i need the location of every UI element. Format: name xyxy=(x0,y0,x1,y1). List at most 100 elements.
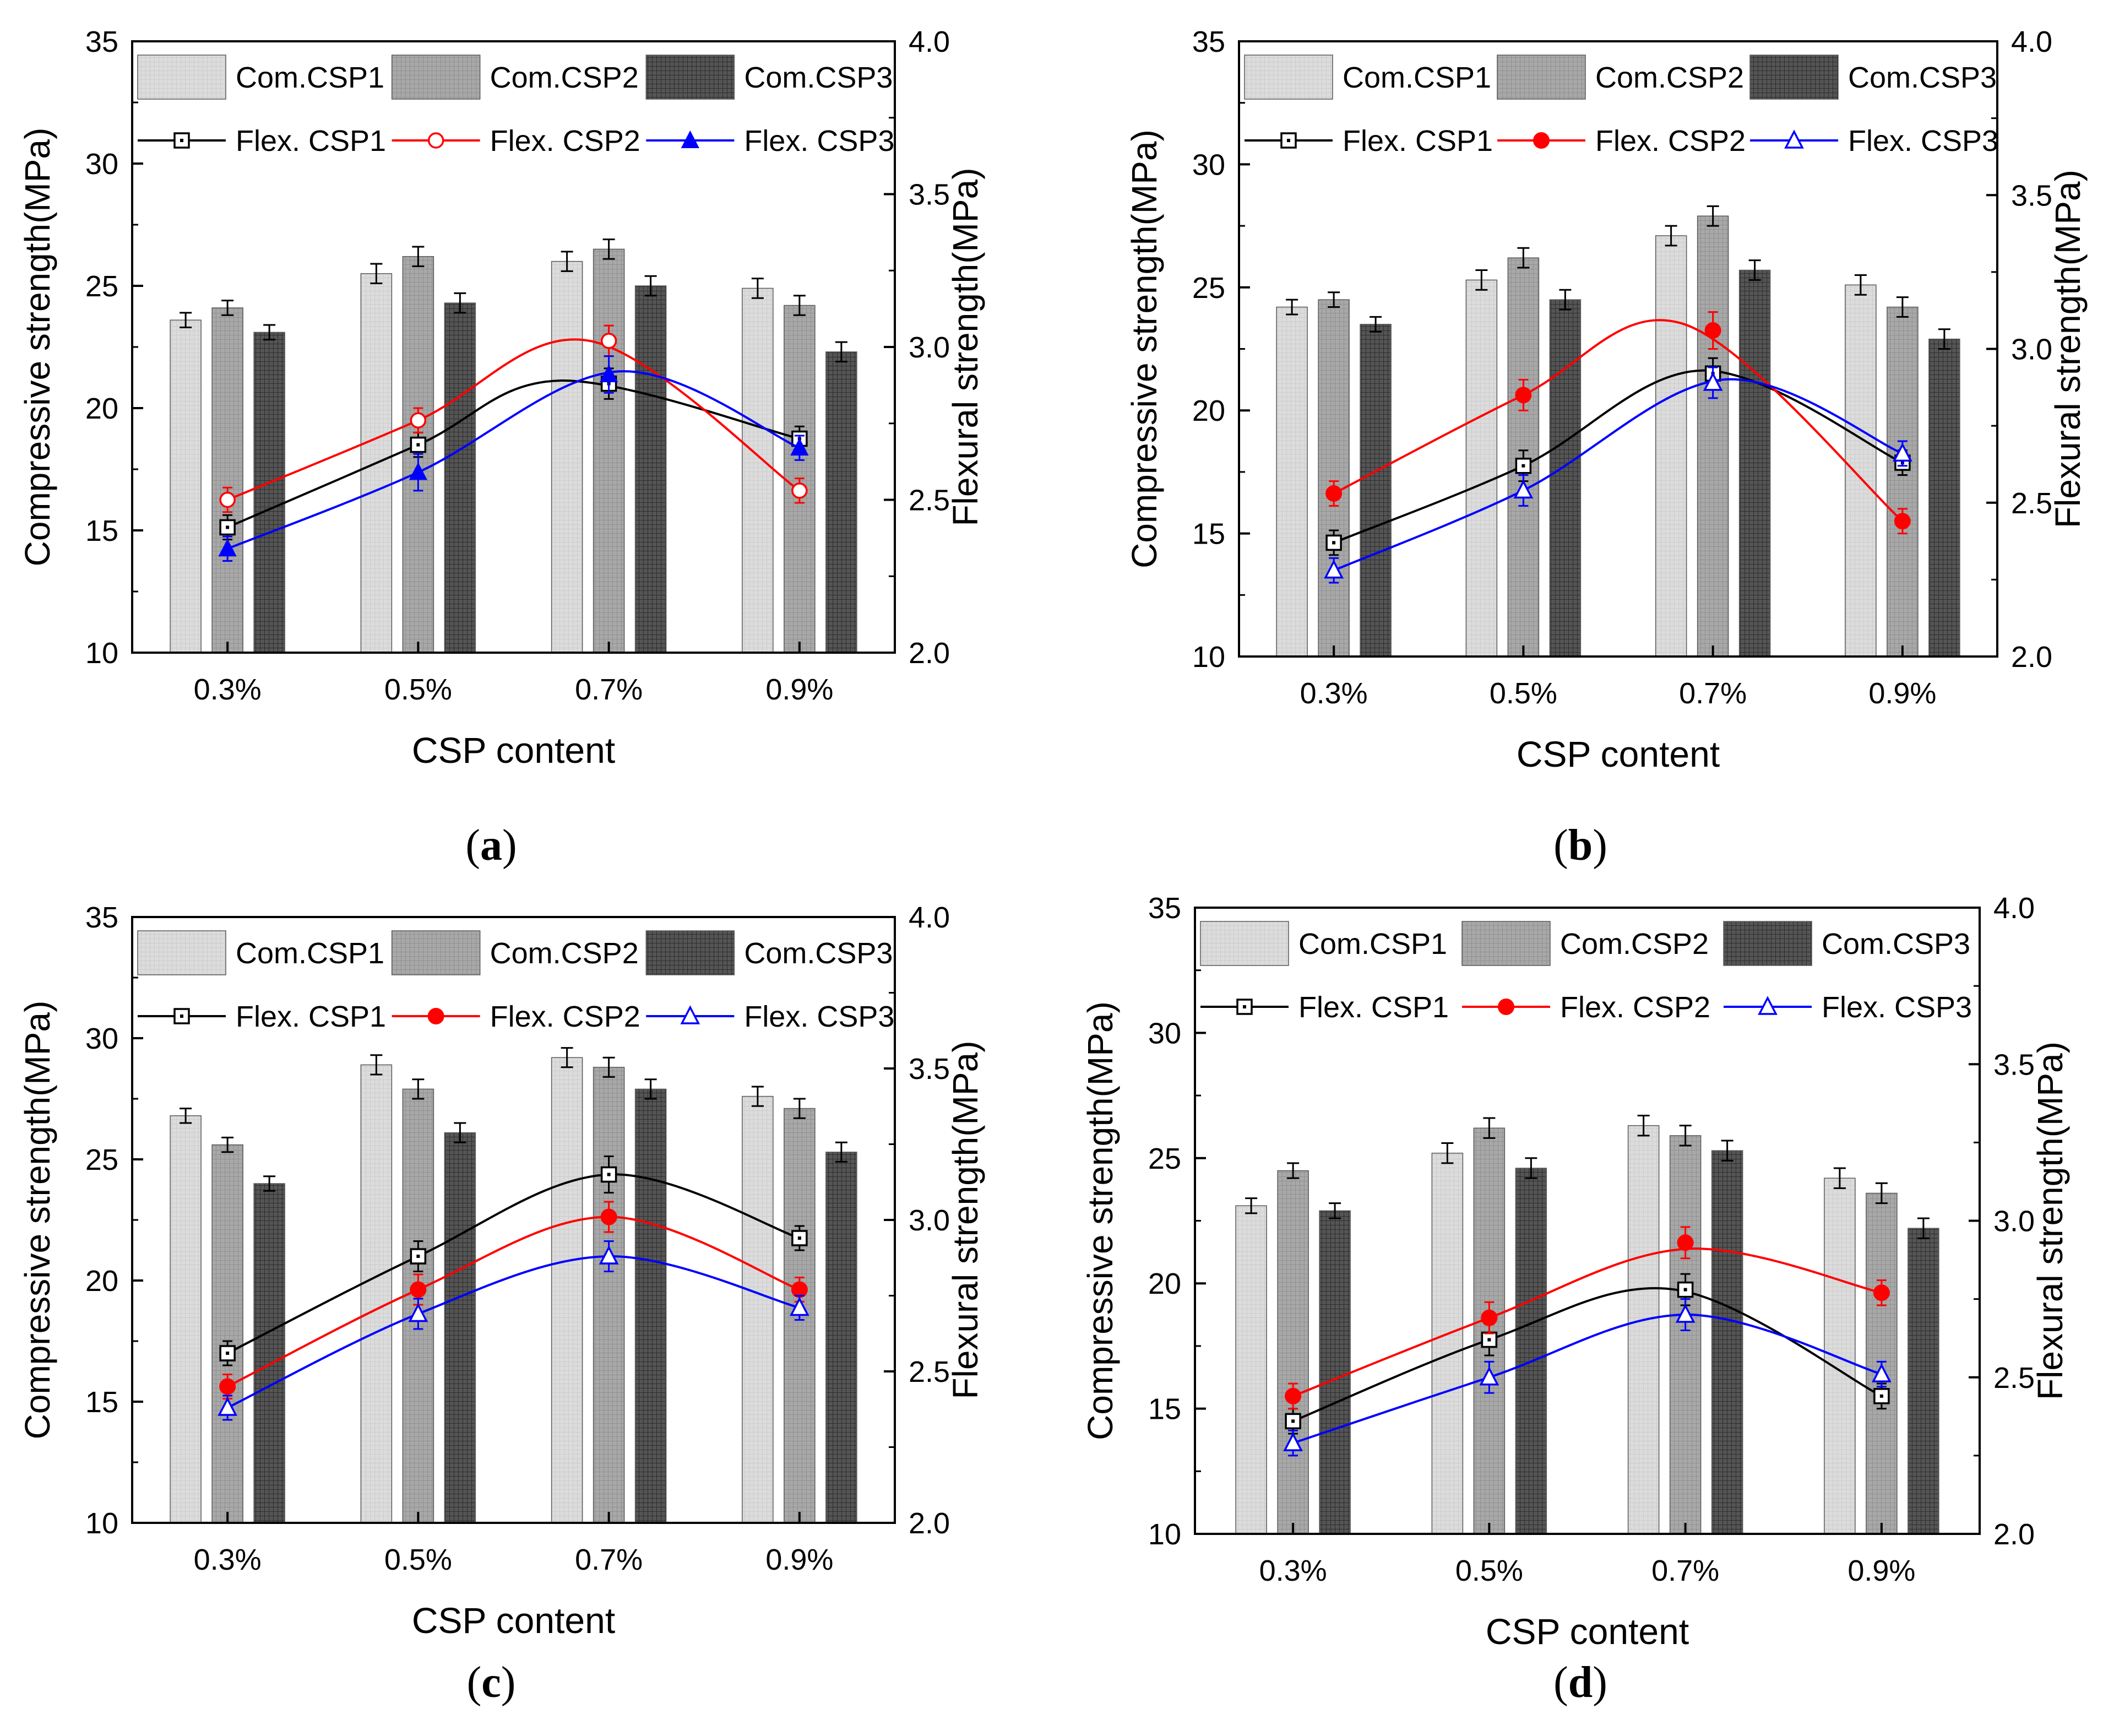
legend-swatch-1 xyxy=(1497,55,1586,100)
y-tick-label: 10 xyxy=(85,1507,118,1540)
x-tick-label: 0.7% xyxy=(1679,677,1747,710)
flex-point-0-3-dot xyxy=(797,1236,801,1240)
y2-tick-label: 4.0 xyxy=(2011,25,2052,58)
flex-point-1-0 xyxy=(1325,485,1343,502)
legend-swatch-0 xyxy=(1200,921,1289,966)
legend-marker-1 xyxy=(1533,132,1550,149)
line-flex-csp2 xyxy=(227,1216,800,1388)
flex-point-2-0 xyxy=(218,539,237,557)
legend-label-flex-csp2: Flex. CSP2 xyxy=(1595,124,1746,158)
legend-marker-2 xyxy=(681,130,699,148)
legend-swatch-2 xyxy=(1749,55,1839,100)
flex-point-2-3 xyxy=(1871,1363,1892,1382)
bar-com-csp3-3 xyxy=(825,351,857,653)
flex-point-2-1 xyxy=(1479,1366,1499,1386)
legend-swatch-0 xyxy=(1244,55,1333,100)
legend-marker-1 xyxy=(1498,999,1514,1015)
y-tick-label: 20 xyxy=(85,392,118,425)
x-tick-label: 0.9% xyxy=(765,673,833,706)
y-tick-label: 30 xyxy=(1192,148,1225,181)
panel-label-d: (d) xyxy=(1553,1658,1607,1707)
flex-point-1-2 xyxy=(1677,1234,1694,1251)
flex-point-1-0 xyxy=(1285,1387,1302,1404)
x-axis-title: CSP content xyxy=(412,1600,615,1641)
bar-com-csp2-3 xyxy=(1887,306,1919,657)
legend-label-flex-csp1: Flex. CSP1 xyxy=(1343,124,1493,158)
legend-label-flex-csp1: Flex. CSP1 xyxy=(1298,991,1449,1024)
y-tick-label: 20 xyxy=(85,1265,118,1298)
flex-point-0-1 xyxy=(410,1248,427,1265)
legend-label-flex-csp3: Flex. CSP3 xyxy=(744,1000,894,1033)
y-tick-label: 25 xyxy=(85,1143,118,1176)
y-tick-label: 25 xyxy=(85,270,118,303)
legend-swatch-2 xyxy=(1723,921,1812,966)
flex-point-1-0 xyxy=(219,1378,236,1395)
legend: Com.CSP1 Com.CSP2 Com.CSP3 Flex. CSP1 Flex. … xyxy=(137,930,894,1033)
y2-axis-title: Flexural strength(MPa) xyxy=(945,168,985,527)
chart-panel-d: 10 15 20 25 30 35 2.0 2.5 3.0 3.5 4.0 0.3% 0.5% 0.7% 0… xyxy=(1080,892,2070,1652)
bar-com-csp3-0 xyxy=(1319,1210,1351,1534)
x-tick-label: 0.5% xyxy=(384,673,452,706)
bar-com-csp1-0 xyxy=(1276,306,1308,657)
y-tick-label: 20 xyxy=(1192,394,1225,427)
y2-tick-label: 3.0 xyxy=(909,331,950,364)
x-tick-label: 0.3% xyxy=(1259,1554,1327,1587)
y2-tick-label: 2.5 xyxy=(2011,487,2052,520)
bar-com-csp3-2 xyxy=(634,1088,667,1523)
bar-com-csp3-3 xyxy=(1928,338,1960,657)
x-tick-label: 0.7% xyxy=(575,1543,643,1576)
bar-com-csp1-3 xyxy=(742,1095,774,1523)
flex-point-2-1 xyxy=(409,462,428,480)
y2-tick-label: 3.0 xyxy=(2011,333,2052,366)
bar-com-csp3-1 xyxy=(1549,299,1582,657)
y2-tick-label: 2.0 xyxy=(2011,641,2052,674)
line-flex-csp1 xyxy=(1292,1287,1882,1423)
flex-point-1-2 xyxy=(600,333,617,349)
flex-point-1-2 xyxy=(600,1208,617,1225)
bar-com-csp1-3 xyxy=(1824,1178,1856,1534)
flex-point-2-2 xyxy=(599,364,618,382)
y2-axis-title: Flexural strength(MPa) xyxy=(945,1041,985,1399)
y-tick-label: 35 xyxy=(85,901,118,934)
y-tick-label: 35 xyxy=(1148,892,1181,925)
legend-label-flex-csp2: Flex. CSP2 xyxy=(1560,991,1710,1024)
legend-swatch-2 xyxy=(645,55,735,100)
y2-tick-label: 2.0 xyxy=(909,1507,950,1540)
legend-label-com-csp3: Com.CSP3 xyxy=(744,937,893,970)
y-tick-label: 30 xyxy=(85,1022,118,1055)
line-flex-csp3 xyxy=(1333,378,1903,572)
legend-marker-1 xyxy=(427,132,444,149)
bar-com-csp2-0 xyxy=(1277,1170,1309,1534)
panel-label-a: (a) xyxy=(465,821,517,870)
y2-tick-label: 4.0 xyxy=(1993,892,2035,925)
y-axis-title: Compressive strength(MPa) xyxy=(18,128,57,567)
line-flex-csp1 xyxy=(227,1173,800,1354)
y2-tick-label: 2.5 xyxy=(1993,1361,2035,1395)
bar-com-csp1-1 xyxy=(1465,279,1498,657)
y2-tick-label: 3.0 xyxy=(909,1204,950,1237)
legend: Com.CSP1 Com.CSP2 Com.CSP3 Flex. CSP1 Flex. … xyxy=(1200,921,1972,1024)
bar-com-csp1-1 xyxy=(360,1064,393,1523)
y2-tick-label: 2.0 xyxy=(1993,1518,2035,1551)
bar-com-csp3-3 xyxy=(1908,1228,1939,1534)
y-tick-label: 15 xyxy=(1192,518,1225,551)
legend-label-com-csp2: Com.CSP2 xyxy=(490,937,639,970)
flex-point-0-2-dot xyxy=(607,1173,611,1176)
bar-com-csp3-2 xyxy=(1738,269,1771,657)
panel-label-c: (c) xyxy=(466,1658,516,1707)
flex-point-2-0 xyxy=(218,1397,238,1416)
x-tick-label: 0.5% xyxy=(1490,677,1557,710)
y2-axis-title: Flexural strength(MPa) xyxy=(2030,1041,2070,1400)
y2-tick-label: 4.0 xyxy=(909,901,950,934)
flex-point-0-1-dot xyxy=(416,1255,420,1258)
bar-com-csp1-1 xyxy=(1431,1152,1464,1534)
legend-marker-0-dot xyxy=(180,1015,183,1018)
line-flex-csp2 xyxy=(1333,319,1904,522)
flex-point-0-1 xyxy=(1515,457,1532,474)
x-axis-title: CSP content xyxy=(412,730,615,771)
flex-point-0-0-dot xyxy=(1291,1419,1295,1423)
legend-swatch-0 xyxy=(137,930,226,975)
chart-panel-a: 10 15 20 25 30 35 2.0 2.5 3.0 3.5 4.0 0.3% 0.5% 0.7% 0… xyxy=(18,25,985,771)
x-tick-label: 0.7% xyxy=(1651,1554,1719,1587)
